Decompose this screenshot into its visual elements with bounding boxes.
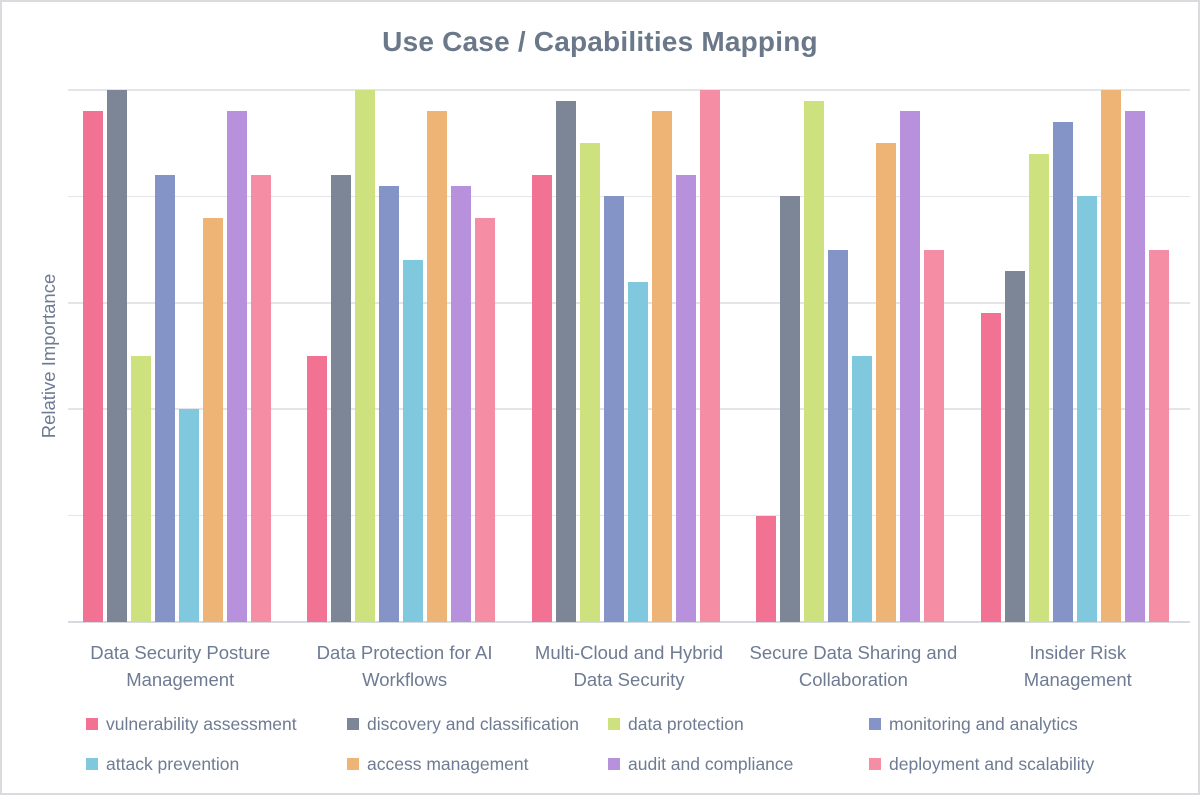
bar <box>603 196 624 622</box>
legend-label: access management <box>367 753 529 774</box>
bar <box>475 217 496 622</box>
legend-swatch <box>869 758 881 770</box>
bar <box>403 260 424 622</box>
bar <box>804 100 825 622</box>
legend-swatch <box>608 758 620 770</box>
legend-item: data protection <box>608 714 869 734</box>
legend-label: attack prevention <box>106 753 240 774</box>
legend-swatch <box>869 718 881 730</box>
bar <box>131 356 151 622</box>
bar <box>355 90 376 622</box>
bar <box>1100 90 1121 622</box>
legend-item: access management <box>347 754 608 774</box>
bar <box>1076 196 1097 622</box>
bar <box>1052 121 1073 622</box>
bar <box>1148 249 1169 622</box>
legend-swatch <box>608 718 620 730</box>
bar <box>900 111 921 622</box>
bar <box>107 90 127 622</box>
legend-item: discovery and classification <box>347 714 608 734</box>
bar <box>924 249 945 622</box>
bar <box>627 281 648 622</box>
x-axis-label: Data Protection for AI Workflows <box>316 642 493 690</box>
legend-label: audit and compliance <box>628 753 794 774</box>
bar <box>227 111 247 622</box>
bar <box>555 100 576 622</box>
bar <box>579 143 600 622</box>
legend-swatch <box>86 718 98 730</box>
bar <box>756 515 777 622</box>
x-axis-label: Secure Data Sharing and Collaboration <box>749 642 958 690</box>
legend-swatch <box>347 758 359 770</box>
bar <box>675 175 696 622</box>
legend: vulnerability assessment discovery and cl… <box>86 714 1130 774</box>
bar <box>1004 270 1025 622</box>
legend-label: deployment and scalability <box>889 753 1095 774</box>
bar <box>379 185 400 622</box>
y-axis-title: Relative Importance <box>38 273 59 439</box>
bar <box>251 175 271 622</box>
legend-label: data protection <box>628 713 744 734</box>
bar <box>307 356 328 622</box>
gridline <box>68 89 1190 91</box>
chart-title: Use Case / Capabilities Mapping <box>382 26 818 57</box>
bar <box>427 111 448 622</box>
bar <box>828 249 849 622</box>
bar <box>651 111 672 622</box>
bar <box>331 175 352 622</box>
x-axis-label: Insider Risk Management <box>1023 642 1132 690</box>
bar <box>699 90 720 622</box>
legend-item: vulnerability assessment <box>86 714 347 734</box>
bar <box>980 313 1001 622</box>
bar <box>1028 153 1049 622</box>
gridline <box>68 195 1190 198</box>
bar <box>179 409 199 622</box>
legend-item: audit and compliance <box>608 754 869 774</box>
bar <box>155 175 175 622</box>
legend-item: monitoring and analytics <box>869 714 1130 734</box>
legend-label: discovery and classification <box>367 713 580 734</box>
x-axis-label: Multi-Cloud and Hybrid Data Security <box>534 642 724 690</box>
x-axis-baseline <box>68 621 1190 623</box>
bar <box>451 185 472 622</box>
bar <box>83 111 103 622</box>
bar <box>780 196 801 622</box>
bar <box>203 217 223 622</box>
bar <box>852 356 873 622</box>
legend-label: monitoring and analytics <box>889 713 1078 734</box>
legend-item: deployment and scalability <box>869 754 1130 774</box>
legend-swatch <box>347 718 359 730</box>
legend-label: vulnerability assessment <box>106 713 297 734</box>
legend-swatch <box>86 758 98 770</box>
legend-item: attack prevention <box>86 754 347 774</box>
x-axis-label: Data Security Posture Management <box>90 642 271 690</box>
bar <box>1124 111 1145 622</box>
bar <box>531 175 552 622</box>
bar <box>876 143 897 622</box>
